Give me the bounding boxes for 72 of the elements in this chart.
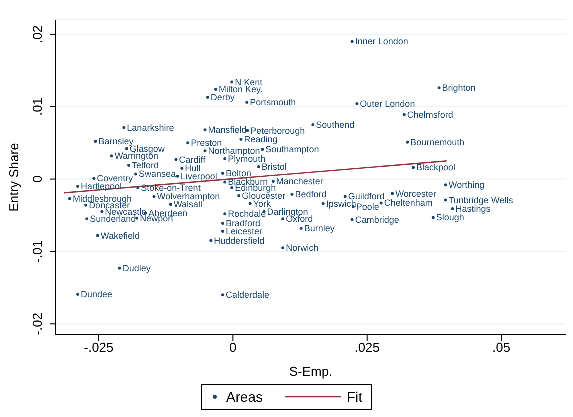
- legend-label: Fit: [347, 389, 363, 405]
- data-label: Inner London: [355, 36, 408, 47]
- x-tick-label: .025: [354, 340, 380, 356]
- data-label: Oxford: [286, 214, 314, 224]
- data-label: Warrington: [114, 151, 159, 162]
- data-label: Norwich: [286, 243, 319, 254]
- data-label: Cardiff: [179, 154, 206, 165]
- data-label: Brighton: [442, 83, 476, 94]
- data-label: Leicester: [226, 226, 262, 236]
- data-label: Poole: [356, 202, 380, 212]
- data-label: Huddersfield: [214, 236, 265, 246]
- data-label: Hartlepool: [81, 182, 122, 192]
- legend-label: Areas: [226, 389, 263, 405]
- data-label: Bradford: [226, 218, 260, 228]
- data-label: Mansfield: [208, 125, 247, 136]
- data-label: Portsmouth: [250, 98, 296, 108]
- data-label: Aberdeen: [148, 208, 188, 218]
- data-label: Reading: [244, 134, 278, 144]
- data-label: Liverpool: [180, 171, 218, 182]
- data-label: Sunderland: [90, 214, 136, 224]
- data-label: Walsall: [174, 200, 203, 210]
- data-label: Calderdale: [226, 290, 270, 300]
- data-label: Wolverhampton: [157, 192, 220, 202]
- data-label: Outer London: [360, 99, 416, 109]
- y-axis-title: Entry Share: [6, 143, 22, 212]
- y-tick-label: .02: [30, 25, 45, 44]
- data-label: Worthing: [448, 180, 485, 190]
- data-label: Telford: [132, 160, 160, 171]
- data-label: Cheltenham: [384, 198, 433, 208]
- data-label: Dudley: [122, 263, 152, 274]
- data-label: N Kent: [235, 77, 264, 88]
- data-label: Burnley: [304, 224, 336, 234]
- data-label: Hull: [185, 163, 201, 174]
- x-tick-label: .05: [492, 340, 511, 356]
- data-label: Bedford: [295, 190, 327, 200]
- data-label: Darlington: [267, 206, 308, 217]
- x-tick-label: -.025: [84, 340, 114, 356]
- data-label: Milton Key.: [218, 84, 263, 95]
- y-tick-label: -.02: [30, 312, 45, 336]
- data-label: Peterborough: [250, 126, 306, 136]
- data-label: Wakefield: [100, 230, 140, 241]
- data-label: Coventry: [97, 174, 134, 184]
- data-label: Northampton: [208, 146, 260, 156]
- data-label: Lanarkshire: [127, 122, 174, 133]
- data-label: Chelmsford: [407, 110, 454, 120]
- data-label: Derby: [210, 92, 236, 102]
- y-tick-label: -.01: [30, 240, 45, 263]
- data-label: Southampton: [266, 144, 320, 155]
- y-tick-label: 0: [30, 176, 45, 183]
- data-label: Worcester: [396, 188, 436, 199]
- data-label: Cambridge: [355, 214, 400, 225]
- data-label: Middlesbrough: [72, 194, 132, 204]
- data-label: Bristol: [262, 162, 287, 172]
- data-label: Preston: [191, 138, 222, 148]
- data-label: Rochdale: [228, 209, 266, 220]
- data-label: Barnsley: [98, 136, 134, 147]
- data-label: York: [253, 198, 272, 209]
- data-label: Stoke-on-Trent: [141, 183, 202, 193]
- data-label: Tunbridge Wells: [448, 195, 514, 206]
- data-label: Bournemouth: [410, 137, 465, 148]
- data-label: Manchester: [276, 176, 324, 186]
- data-label: Hastings: [456, 204, 492, 214]
- data-label: Plymouth: [228, 154, 266, 164]
- y-tick-label: .01: [30, 98, 45, 116]
- data-label: Slough: [436, 212, 464, 223]
- data-label: Southend: [316, 120, 355, 130]
- data-label: Bolton: [226, 168, 252, 179]
- data-label: Dundee: [81, 289, 113, 300]
- x-tick-label: 0: [230, 340, 237, 356]
- data-label: Swansea: [138, 169, 176, 180]
- x-axis-title: S-Emp.: [289, 364, 333, 379]
- data-label: Blackpool: [416, 162, 456, 173]
